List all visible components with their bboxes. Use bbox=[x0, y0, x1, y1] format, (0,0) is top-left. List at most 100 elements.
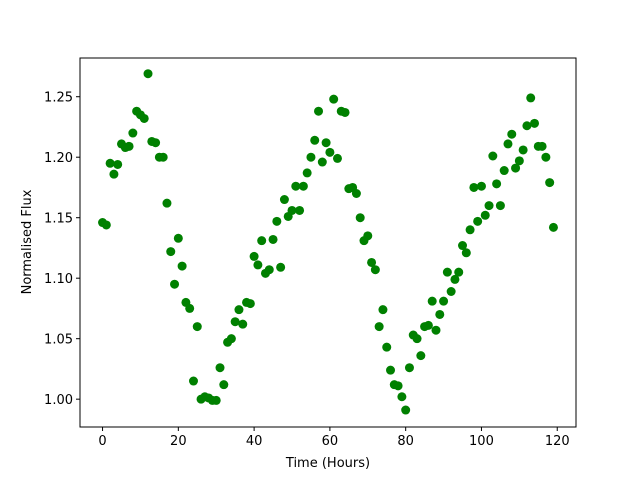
point bbox=[484, 201, 494, 211]
y-tick-label: 1.25 bbox=[44, 91, 73, 106]
point bbox=[446, 286, 456, 296]
point bbox=[367, 257, 377, 267]
point bbox=[427, 296, 437, 306]
point bbox=[291, 181, 301, 191]
point bbox=[499, 166, 509, 176]
x-axis-label: Time (Hours) bbox=[285, 456, 370, 471]
point bbox=[511, 163, 521, 173]
point bbox=[488, 151, 498, 161]
point bbox=[306, 152, 316, 162]
y-tick-label: 1.00 bbox=[44, 393, 73, 408]
point bbox=[522, 121, 532, 131]
point bbox=[465, 225, 475, 235]
point bbox=[423, 320, 433, 330]
x-tick-label: 40 bbox=[246, 434, 263, 449]
point bbox=[382, 342, 392, 352]
point bbox=[109, 169, 119, 179]
point bbox=[245, 299, 255, 309]
point bbox=[143, 69, 153, 79]
point bbox=[378, 305, 388, 315]
point bbox=[302, 168, 312, 178]
point bbox=[317, 157, 327, 167]
point bbox=[162, 198, 172, 208]
point bbox=[401, 405, 411, 415]
point bbox=[404, 363, 414, 373]
point bbox=[374, 322, 384, 332]
point bbox=[393, 381, 403, 391]
point bbox=[439, 296, 449, 306]
point bbox=[268, 234, 278, 244]
point bbox=[545, 178, 555, 188]
point bbox=[188, 376, 198, 386]
point bbox=[530, 118, 540, 128]
point bbox=[314, 106, 324, 116]
point bbox=[264, 265, 274, 275]
point bbox=[363, 231, 373, 241]
point bbox=[105, 158, 115, 168]
point bbox=[329, 94, 339, 104]
point bbox=[386, 365, 396, 375]
point bbox=[431, 325, 441, 335]
y-tick-label: 1.10 bbox=[44, 272, 73, 287]
point bbox=[537, 141, 547, 151]
point bbox=[480, 210, 490, 220]
y-tick-label: 1.05 bbox=[44, 333, 73, 348]
x-tick-label: 0 bbox=[98, 434, 106, 449]
point bbox=[272, 216, 282, 226]
point bbox=[139, 113, 149, 123]
point bbox=[476, 181, 486, 191]
point bbox=[340, 107, 350, 117]
point bbox=[177, 261, 187, 271]
point bbox=[514, 156, 524, 166]
y-tick-label: 1.20 bbox=[44, 151, 73, 166]
point bbox=[412, 334, 422, 344]
point bbox=[541, 152, 551, 162]
point bbox=[548, 222, 558, 232]
point bbox=[321, 138, 331, 148]
point bbox=[355, 213, 365, 223]
point bbox=[219, 380, 229, 390]
point bbox=[257, 236, 267, 246]
point bbox=[397, 392, 407, 402]
point bbox=[234, 305, 244, 315]
point bbox=[518, 145, 528, 155]
point bbox=[442, 267, 452, 277]
point bbox=[332, 153, 342, 163]
point bbox=[507, 129, 517, 139]
point bbox=[458, 241, 468, 251]
point bbox=[454, 267, 464, 277]
point bbox=[185, 303, 195, 313]
point bbox=[230, 317, 240, 327]
x-tick-label: 100 bbox=[469, 434, 494, 449]
point bbox=[450, 274, 460, 284]
point bbox=[370, 265, 380, 275]
point bbox=[287, 205, 297, 215]
point bbox=[325, 147, 335, 157]
x-tick-label: 80 bbox=[397, 434, 414, 449]
x-tick-label: 120 bbox=[545, 434, 570, 449]
point bbox=[473, 216, 483, 226]
point bbox=[469, 182, 479, 192]
point bbox=[215, 363, 225, 373]
x-tick-label: 60 bbox=[322, 434, 339, 449]
point bbox=[503, 139, 513, 149]
point bbox=[279, 195, 289, 205]
point bbox=[113, 159, 123, 169]
point bbox=[238, 319, 248, 329]
y-axis-label: Normalised Flux bbox=[20, 189, 35, 294]
point bbox=[351, 189, 361, 199]
point bbox=[526, 93, 536, 103]
point bbox=[461, 248, 471, 258]
point bbox=[310, 135, 320, 145]
point bbox=[173, 233, 183, 243]
point bbox=[298, 181, 308, 191]
point bbox=[295, 205, 305, 215]
y-tick-label: 1.15 bbox=[44, 212, 73, 227]
x-tick-label: 20 bbox=[170, 434, 187, 449]
point bbox=[101, 220, 111, 230]
point bbox=[226, 334, 236, 344]
point bbox=[166, 247, 176, 257]
point bbox=[211, 395, 221, 405]
